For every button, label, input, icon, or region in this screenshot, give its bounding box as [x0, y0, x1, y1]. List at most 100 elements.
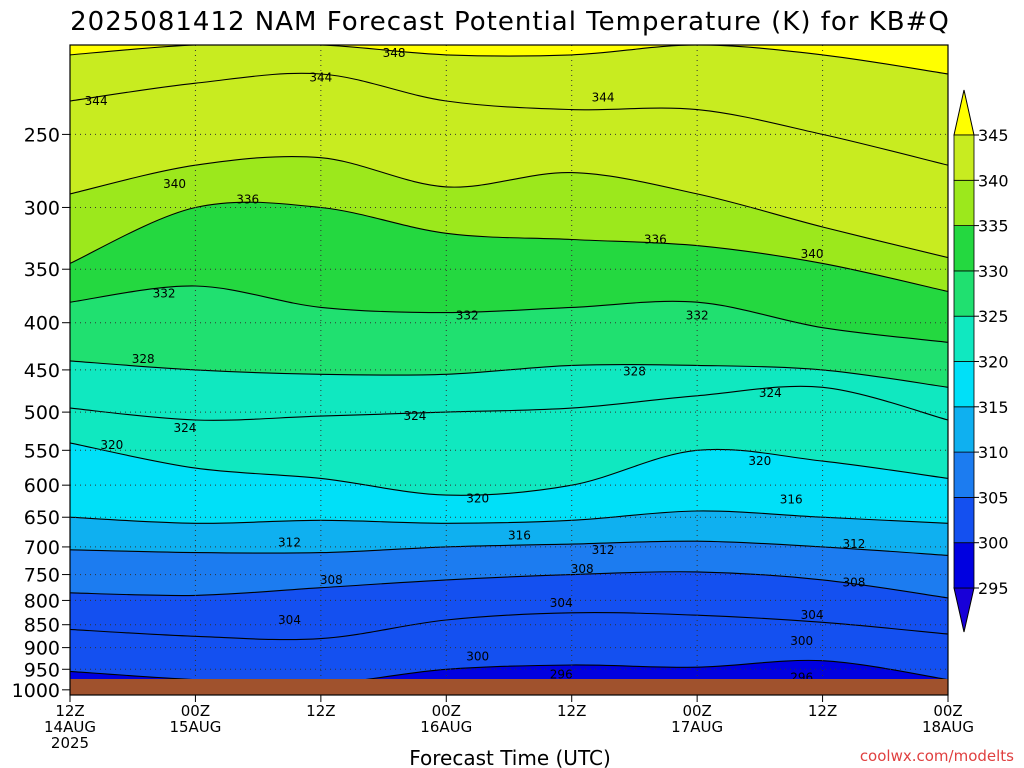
y-tick-label: 300 — [24, 197, 60, 219]
isentrope-348 — [70, 45, 948, 75]
contour-label: 308 — [320, 573, 343, 587]
y-tick-label: 700 — [24, 537, 60, 559]
x-tick-label: 00Z — [933, 702, 962, 720]
colorbar-swatch — [953, 179, 975, 227]
contour-label: 312 — [842, 537, 865, 551]
colorbar-label: 300 — [978, 534, 1009, 553]
contour-label: 316 — [508, 528, 531, 542]
contour-label: 296 — [550, 667, 573, 681]
contour-label: 320 — [466, 491, 489, 505]
colorbar-swatch — [953, 496, 975, 544]
contour-label: 332 — [153, 287, 176, 301]
y-tick-label: 600 — [24, 475, 60, 497]
contour-label: 304 — [550, 596, 573, 610]
y-tick-label: 350 — [24, 259, 60, 281]
colorbar-swatch — [953, 406, 975, 453]
contour-label: 336 — [236, 192, 259, 206]
contour-label: 300 — [466, 649, 489, 663]
isentrope-332 — [70, 285, 948, 343]
y-tick-label: 500 — [24, 402, 60, 424]
x-tick-label: 18AUG — [922, 718, 974, 736]
contour-label: 304 — [278, 613, 301, 627]
chart-title: 2025081412 NAM Forecast Potential Temper… — [70, 7, 950, 37]
y-tick-label: 1000 — [12, 680, 60, 702]
x-tick-label: 12Z — [557, 702, 586, 720]
contour-label: 344 — [85, 94, 108, 108]
isentrope-320 — [70, 442, 948, 496]
isentrope-304 — [70, 612, 948, 641]
x-axis-label: Forecast Time (UTC) — [409, 746, 611, 768]
contour-label: 296 — [790, 671, 813, 685]
contour-label: 300 — [790, 634, 813, 648]
colorbar-swatch — [953, 270, 975, 317]
colorbar-label: 325 — [978, 307, 1009, 326]
colorbar-label: 305 — [978, 488, 1009, 507]
colorbar-label: 310 — [978, 443, 1009, 462]
y-tick-label: 800 — [24, 590, 60, 612]
colorbar-bottom-arrow — [953, 587, 975, 633]
contour-label: 320 — [100, 438, 123, 452]
contour-label: 324 — [174, 421, 197, 435]
shade-band-344 — [70, 45, 948, 166]
x-tick-label: 12Z — [55, 702, 84, 720]
isentrope-308 — [70, 571, 948, 599]
x-tick-label: 00Z — [181, 702, 210, 720]
x-tick-label: 14AUG — [44, 718, 96, 736]
contour-label: 312 — [278, 535, 301, 549]
y-tick-label: 450 — [24, 360, 60, 382]
colorbar-swatch — [953, 225, 975, 272]
y-tick-label: 750 — [24, 565, 60, 587]
y-tick-label: 950 — [24, 659, 60, 681]
colorbar-label: 320 — [978, 353, 1009, 372]
contour-label: 344 — [592, 90, 615, 104]
plot-area — [70, 45, 948, 679]
isentrope-300 — [70, 659, 948, 679]
contour-label: 344 — [309, 71, 332, 85]
contour-label: 324 — [403, 409, 426, 423]
y-tick-label: 550 — [24, 440, 60, 462]
grid-lines — [70, 45, 948, 695]
contour-label: 328 — [132, 352, 155, 366]
isentrope-340 — [70, 155, 948, 259]
x-tick-label: 12Z — [306, 702, 335, 720]
colorbar-swatch — [953, 361, 975, 408]
x-tick-label: 2025 — [51, 734, 89, 752]
y-tick-label: 250 — [24, 124, 60, 146]
isentrope-316 — [70, 510, 948, 524]
colorbar-label: 295 — [978, 579, 1009, 598]
contour-label: 328 — [623, 365, 646, 379]
contour-label: 300 — [236, 677, 259, 691]
axes: 2503003504004505005506006507007508008509… — [12, 44, 974, 752]
isentrope-344 — [70, 72, 948, 166]
credit-text: coolwx.com/modelts — [860, 747, 1014, 765]
colorbar: 295 300 305 310 315 320 325 330 335 340 345 — [953, 89, 1009, 633]
colorbar-label: 330 — [978, 262, 1009, 281]
colorbar-label: 315 — [978, 398, 1009, 417]
shade-band-348 — [70, 45, 948, 74]
x-tick-label: 17AUG — [671, 718, 723, 736]
x-tick-label: 00Z — [682, 702, 711, 720]
y-tick-label: 900 — [24, 638, 60, 660]
contour-label: 348 — [383, 46, 406, 60]
colorbar-swatch — [953, 134, 975, 181]
isentrope-324 — [70, 385, 948, 421]
contour-label: 324 — [759, 386, 782, 400]
x-tick-label: 12Z — [808, 702, 837, 720]
contour-label: 340 — [163, 177, 186, 191]
isentrope-336 — [70, 201, 948, 293]
colorbar-label: 345 — [978, 126, 1009, 145]
contour-label: 308 — [842, 575, 865, 589]
colorbar-label: 335 — [978, 217, 1009, 236]
colorbar-label: 340 — [978, 171, 1009, 190]
x-tick-label: 00Z — [432, 702, 461, 720]
y-tick-label: 650 — [24, 507, 60, 529]
y-tick-label: 850 — [24, 615, 60, 637]
isentrope-312 — [70, 540, 948, 556]
colorbar-swatch — [953, 542, 975, 589]
colorbar-swatch — [953, 315, 975, 362]
contour-label: 336 — [644, 233, 667, 247]
x-tick-label: 16AUG — [420, 718, 472, 736]
isentrope-328 — [70, 360, 948, 388]
